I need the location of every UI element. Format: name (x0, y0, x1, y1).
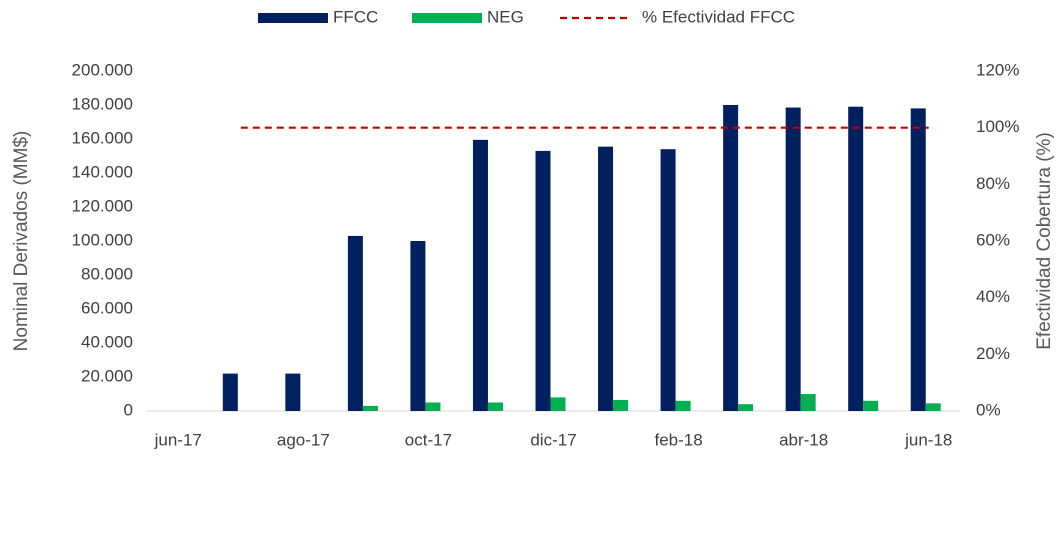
y-tick-label: 0 (124, 400, 133, 419)
y2-tick-label: 40% (976, 287, 1010, 306)
y-tick-label: 120.000 (72, 196, 133, 215)
legend-swatch (412, 13, 482, 23)
bar (362, 405, 378, 411)
bar (222, 373, 238, 411)
bar (863, 400, 879, 411)
bar (785, 107, 801, 412)
x-tick-label: feb-18 (654, 430, 702, 449)
bar (487, 402, 503, 411)
bar (425, 402, 441, 411)
bar (675, 400, 691, 411)
y-tick-label: 60.000 (81, 298, 133, 317)
bar (598, 146, 614, 411)
bar (535, 150, 551, 411)
bar (410, 241, 426, 411)
y-tick-label: 100.000 (72, 230, 133, 249)
bar (613, 399, 629, 411)
y-tick-label: 40.000 (81, 332, 133, 351)
bar (550, 397, 566, 411)
bar (472, 139, 488, 411)
x-tick-label: jun-17 (154, 430, 202, 449)
bar (738, 404, 754, 411)
y2-tick-label: 60% (976, 230, 1010, 249)
legend-label: % Efectividad FFCC (642, 7, 795, 26)
y2-tick-label: 100% (976, 117, 1019, 136)
x-tick-label: dic-17 (530, 430, 576, 449)
y-tick-label: 200.000 (72, 60, 133, 79)
bar (848, 106, 864, 411)
bar (800, 394, 816, 411)
y-tick-label: 180.000 (72, 94, 133, 113)
y-tick-label: 140.000 (72, 162, 133, 181)
y-tick-label: 20.000 (81, 366, 133, 385)
legend-label: NEG (487, 7, 524, 26)
bar (910, 108, 926, 412)
y-axis-title: Nominal Derivados (MM$) (11, 131, 32, 352)
x-tick-label: ago-17 (277, 430, 330, 449)
y2-tick-label: 80% (976, 174, 1010, 193)
bar (347, 235, 363, 411)
bar (723, 105, 739, 411)
x-tick-label: abr-18 (779, 430, 828, 449)
y-tick-label: 160.000 (72, 128, 133, 147)
y2-tick-label: 120% (976, 60, 1019, 79)
bar (285, 373, 301, 411)
x-tick-label: jun-18 (904, 430, 952, 449)
x-tick-label: oct-17 (405, 430, 452, 449)
legend-swatch (258, 13, 328, 23)
y-tick-label: 80.000 (81, 264, 133, 283)
y2-axis-title: Efectividad Cobertura (%) (1034, 132, 1055, 350)
legend-label: FFCC (333, 7, 378, 26)
bar (925, 403, 941, 411)
bar (660, 149, 676, 411)
y2-tick-label: 20% (976, 344, 1010, 363)
y2-tick-label: 0% (976, 400, 1001, 419)
